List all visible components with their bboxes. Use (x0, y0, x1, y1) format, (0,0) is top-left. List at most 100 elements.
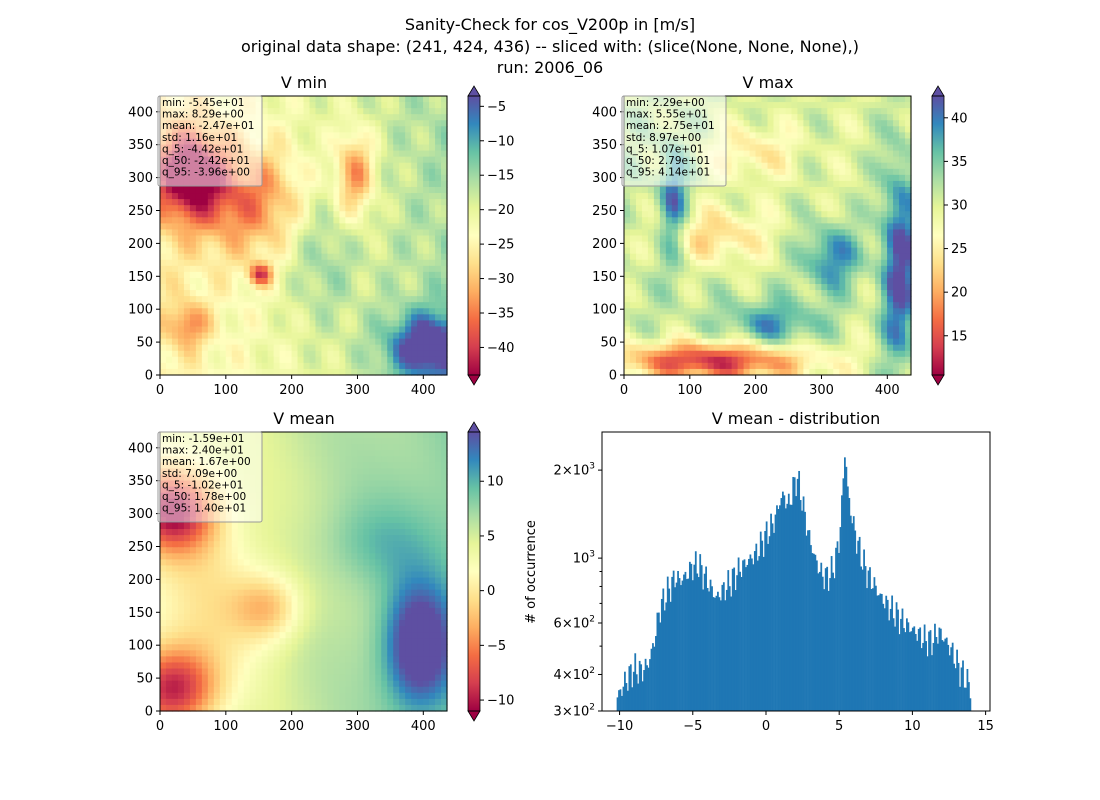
heatmap-cell (213, 350, 221, 358)
heatmap-cell (707, 235, 715, 243)
heatmap-cell (629, 314, 637, 322)
heatmap-cell (429, 320, 436, 328)
heatmap-cell (160, 290, 167, 297)
heatmap-cell (363, 126, 370, 133)
heatmap-cell (351, 284, 358, 291)
heatmap-cell (207, 259, 215, 267)
heatmap-cell (387, 96, 394, 103)
heatmap-cell (899, 296, 906, 303)
heatmap-cell (737, 162, 745, 170)
heatmap-cell (707, 211, 715, 218)
heatmap-cell (677, 235, 685, 243)
heatmap-cell (213, 308, 221, 315)
heatmap-cell (369, 314, 376, 322)
heatmap-cell (731, 253, 739, 261)
heatmap-cell (797, 108, 804, 115)
heatmap-cell (803, 271, 810, 279)
heatmap-cell (405, 162, 412, 170)
heatmap-cell (441, 456, 448, 463)
heatmap-cell (743, 114, 751, 121)
heatmap-cell (273, 277, 281, 285)
heatmap-cell (177, 205, 185, 212)
heatmap-cell (267, 296, 275, 303)
heatmap-cell (255, 350, 263, 358)
heatmap-cell (749, 168, 757, 176)
heatmap-cell (429, 108, 436, 115)
heatmap-cell (755, 180, 763, 188)
heatmap-cell (725, 114, 733, 121)
heatmap-cell (225, 229, 233, 237)
heatmap-cell (429, 199, 436, 206)
heatmap-cell (369, 438, 376, 445)
heatmap-cell (423, 199, 430, 206)
heatmap-cell (417, 265, 424, 273)
heatmap-cell (363, 302, 370, 309)
heatmap-cell (659, 290, 667, 297)
heatmap-cell (857, 235, 864, 243)
heatmap-cell (321, 217, 329, 224)
heatmap-cell (327, 271, 334, 279)
heatmap-cell (261, 450, 269, 457)
heatmap-cell (219, 344, 227, 352)
heatmap-cell (405, 180, 412, 188)
heatmap-cell (827, 296, 834, 303)
heatmap-cell (905, 314, 912, 322)
heatmap-cell (363, 241, 370, 249)
heatmap-cell (809, 156, 816, 164)
heatmap-cell (213, 344, 221, 352)
heatmap-cell (273, 259, 281, 267)
heatmap-cell (647, 217, 655, 224)
heatmap-cell (309, 468, 317, 476)
heatmap-cell (279, 102, 287, 109)
heatmap-cell (279, 444, 287, 451)
heatmap-cell (791, 284, 798, 291)
heatmap-cell (893, 296, 900, 303)
heatmap-cell (285, 205, 293, 212)
heatmap-cell (207, 290, 215, 297)
heatmap-cell (351, 356, 358, 364)
heatmap-cell (653, 205, 661, 212)
heatmap-cell (683, 362, 691, 370)
heatmap-cell (351, 362, 358, 370)
stats-line: q_5: 1.07e+01 (626, 143, 703, 155)
heatmap-cell (887, 229, 894, 237)
heatmap-cell (345, 462, 352, 469)
heatmap-cell (695, 271, 703, 279)
heatmap-cell (845, 205, 852, 212)
heatmap-cell (857, 265, 864, 273)
heatmap-cell (791, 302, 798, 309)
heatmap-cell (357, 168, 364, 176)
heatmap-cell (737, 193, 745, 200)
heatmap-cell (417, 108, 424, 115)
heatmap-cell (839, 180, 846, 188)
y-tick-label: 200 (592, 237, 617, 252)
heatmap-cell (417, 474, 424, 482)
heatmap-cell (767, 296, 775, 303)
heatmap-cell (713, 350, 721, 358)
heatmap-cell (791, 241, 798, 249)
heatmap-cell (255, 277, 263, 285)
heatmap-cell (785, 332, 793, 340)
heatmap-cell (411, 199, 418, 206)
heatmap-cell (399, 444, 406, 451)
heatmap-cell (779, 102, 787, 109)
heatmap-cell (851, 350, 858, 358)
heatmap-cell (303, 480, 311, 488)
heatmap-cell (875, 144, 882, 152)
heatmap-cell (779, 114, 787, 121)
heatmap-cell (171, 284, 179, 291)
heatmap-cell (635, 344, 643, 352)
heatmap-cell (381, 271, 388, 279)
heatmap-cell (821, 193, 828, 200)
heatmap-cell (399, 205, 406, 212)
heatmap-cell (213, 368, 221, 376)
heatmap-cell (731, 320, 739, 328)
heatmap-cell (315, 368, 323, 376)
heatmap-cell (743, 368, 751, 376)
heatmap-cell (160, 265, 167, 273)
heatmap-cell (183, 253, 191, 261)
heatmap-cell (905, 186, 912, 194)
stats-line: max: 5.55e+01 (626, 109, 708, 121)
heatmap-cell (219, 241, 227, 249)
heatmap-cell (411, 480, 418, 488)
